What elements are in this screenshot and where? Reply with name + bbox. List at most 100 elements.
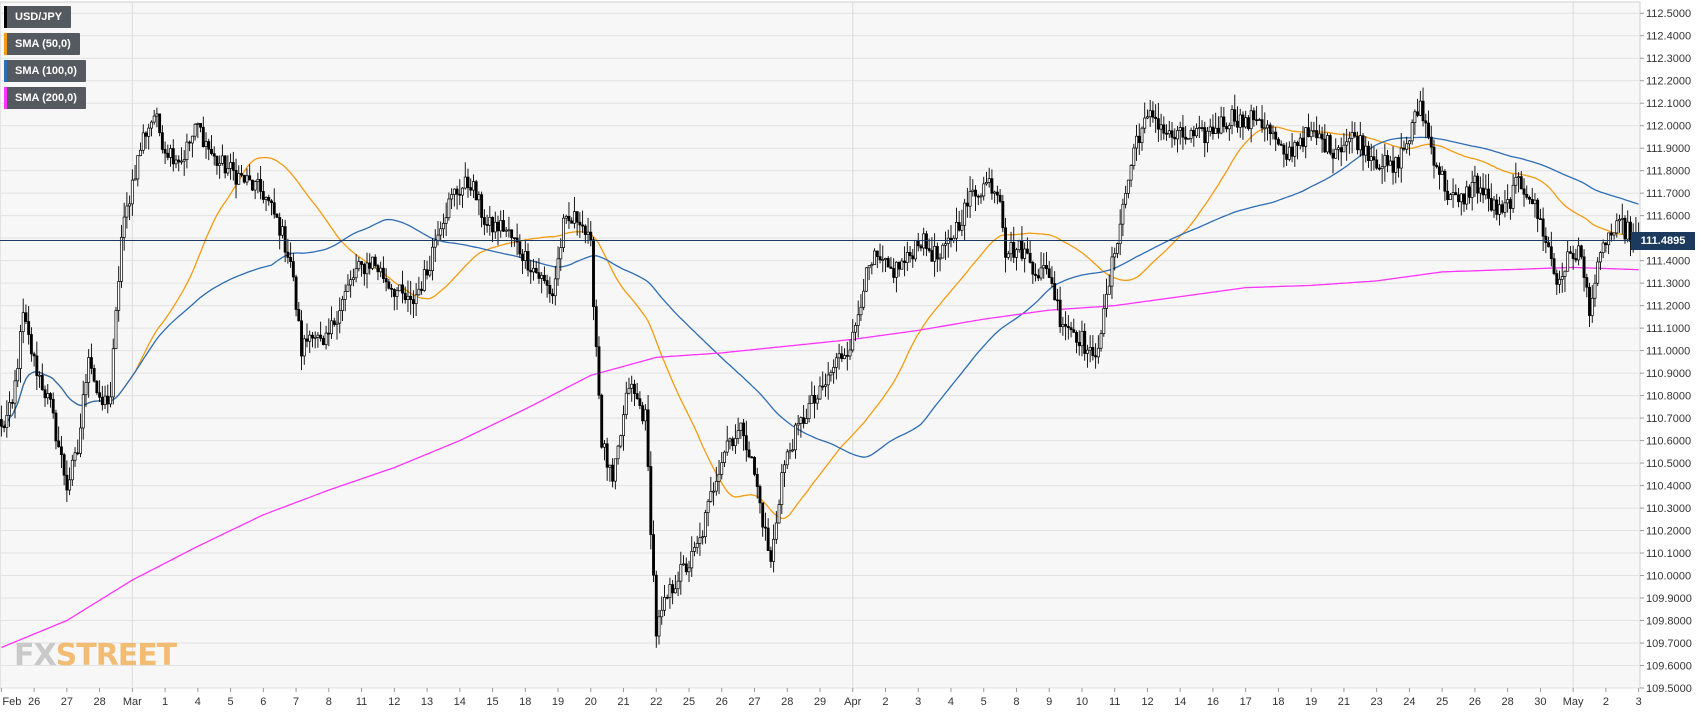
candle (564, 214, 568, 224)
candle (1181, 115, 1185, 150)
candle (474, 179, 478, 201)
candle-body-down (731, 438, 735, 447)
candle-body-up (862, 290, 866, 308)
candle (780, 464, 784, 515)
candle-body-up (657, 616, 661, 637)
candle-body-up (1369, 156, 1373, 161)
candle-body-up (109, 396, 112, 405)
candle (965, 187, 969, 218)
candle-body-up (1503, 202, 1507, 213)
candle-body-up (245, 175, 249, 183)
y-tick-label: 110.7000 (1646, 413, 1691, 425)
candle-body-up (229, 162, 233, 169)
candle-body-down (199, 123, 203, 128)
candle-body-down (1012, 242, 1016, 258)
candle (1432, 139, 1436, 179)
candle (1255, 105, 1259, 126)
candle (1170, 122, 1174, 148)
candle-body-down (207, 141, 211, 150)
candle (1184, 126, 1188, 145)
candle (1304, 126, 1308, 159)
candle (491, 216, 494, 243)
candle-body-up (302, 338, 306, 357)
candle-body-up (1132, 147, 1136, 166)
candle-body-down (1443, 170, 1447, 192)
candle (862, 278, 866, 311)
candle (1413, 109, 1417, 135)
candle-body-down (889, 266, 893, 269)
candle-body-up (19, 331, 22, 369)
candle (537, 258, 541, 284)
x-tick-label: 21 (617, 696, 629, 708)
candle (311, 331, 314, 348)
candle-body-up (436, 234, 440, 241)
legend-item-sma200[interactable]: SMA (200,0) (4, 87, 86, 109)
candle (324, 325, 328, 350)
x-tick-label: 18 (519, 696, 531, 708)
candle-body-up (788, 450, 792, 453)
candle (1075, 330, 1078, 354)
candle (698, 522, 702, 556)
candle (791, 439, 795, 453)
candle (420, 281, 424, 295)
candle (523, 240, 527, 269)
candle-body-up (406, 295, 410, 300)
candle (365, 252, 369, 289)
candle-body-up (733, 438, 737, 447)
candle-body-up (441, 222, 445, 230)
candle (903, 246, 907, 277)
candle (223, 155, 227, 179)
candle (1367, 141, 1370, 168)
candle-body-up (723, 451, 726, 463)
candle-body-down (1050, 277, 1054, 284)
candle-body-up (785, 451, 789, 466)
candle (769, 546, 773, 568)
legend-item-sma100[interactable]: SMA (100,0) (4, 60, 86, 82)
candle (572, 196, 576, 229)
candle-body-down (92, 368, 96, 382)
candle-body-down (311, 334, 314, 339)
candle (646, 394, 650, 472)
candle (657, 609, 661, 645)
candle-body-down (919, 245, 923, 249)
candle (1178, 121, 1182, 145)
candle-body-up (1219, 116, 1223, 134)
candle (1506, 184, 1510, 213)
x-tick-label: 23 (1371, 696, 1383, 708)
candle-body-up (169, 148, 172, 158)
candle-body-up (1492, 199, 1496, 211)
legend-item-sma50[interactable]: SMA (50,0) (4, 33, 80, 55)
candle-body-down (1162, 124, 1166, 134)
legend-item-price[interactable]: USD/JPY (4, 6, 72, 28)
legend-label-price: USD/JPY (15, 11, 63, 23)
candle (13, 369, 17, 419)
candle (76, 439, 80, 456)
candle (1140, 126, 1144, 151)
candle-body-down (1530, 198, 1534, 205)
candle-body-up (1533, 199, 1537, 205)
candle (622, 405, 625, 451)
candle-body-up (1039, 267, 1043, 279)
candle (1468, 184, 1471, 204)
candle (122, 202, 126, 251)
candle-body-down (1489, 198, 1493, 211)
candle-body-up (237, 173, 241, 185)
candle-body-down (1216, 127, 1220, 134)
candle (1391, 146, 1395, 185)
candle-body-up (1263, 127, 1267, 130)
candle (1530, 187, 1534, 205)
candle-body-down (1397, 157, 1400, 169)
candle-body-up (313, 336, 317, 339)
candle-body-down (403, 292, 407, 300)
candle (1203, 121, 1207, 158)
candle (611, 458, 615, 488)
candle (1296, 140, 1299, 160)
candle-body-down (1285, 153, 1289, 160)
candle (1211, 114, 1215, 140)
candle-body-up (864, 267, 868, 292)
candle-body-down (332, 320, 336, 325)
candle-body-down (272, 202, 276, 215)
candle-body-up (693, 547, 696, 552)
candle-body-up (1143, 117, 1147, 129)
